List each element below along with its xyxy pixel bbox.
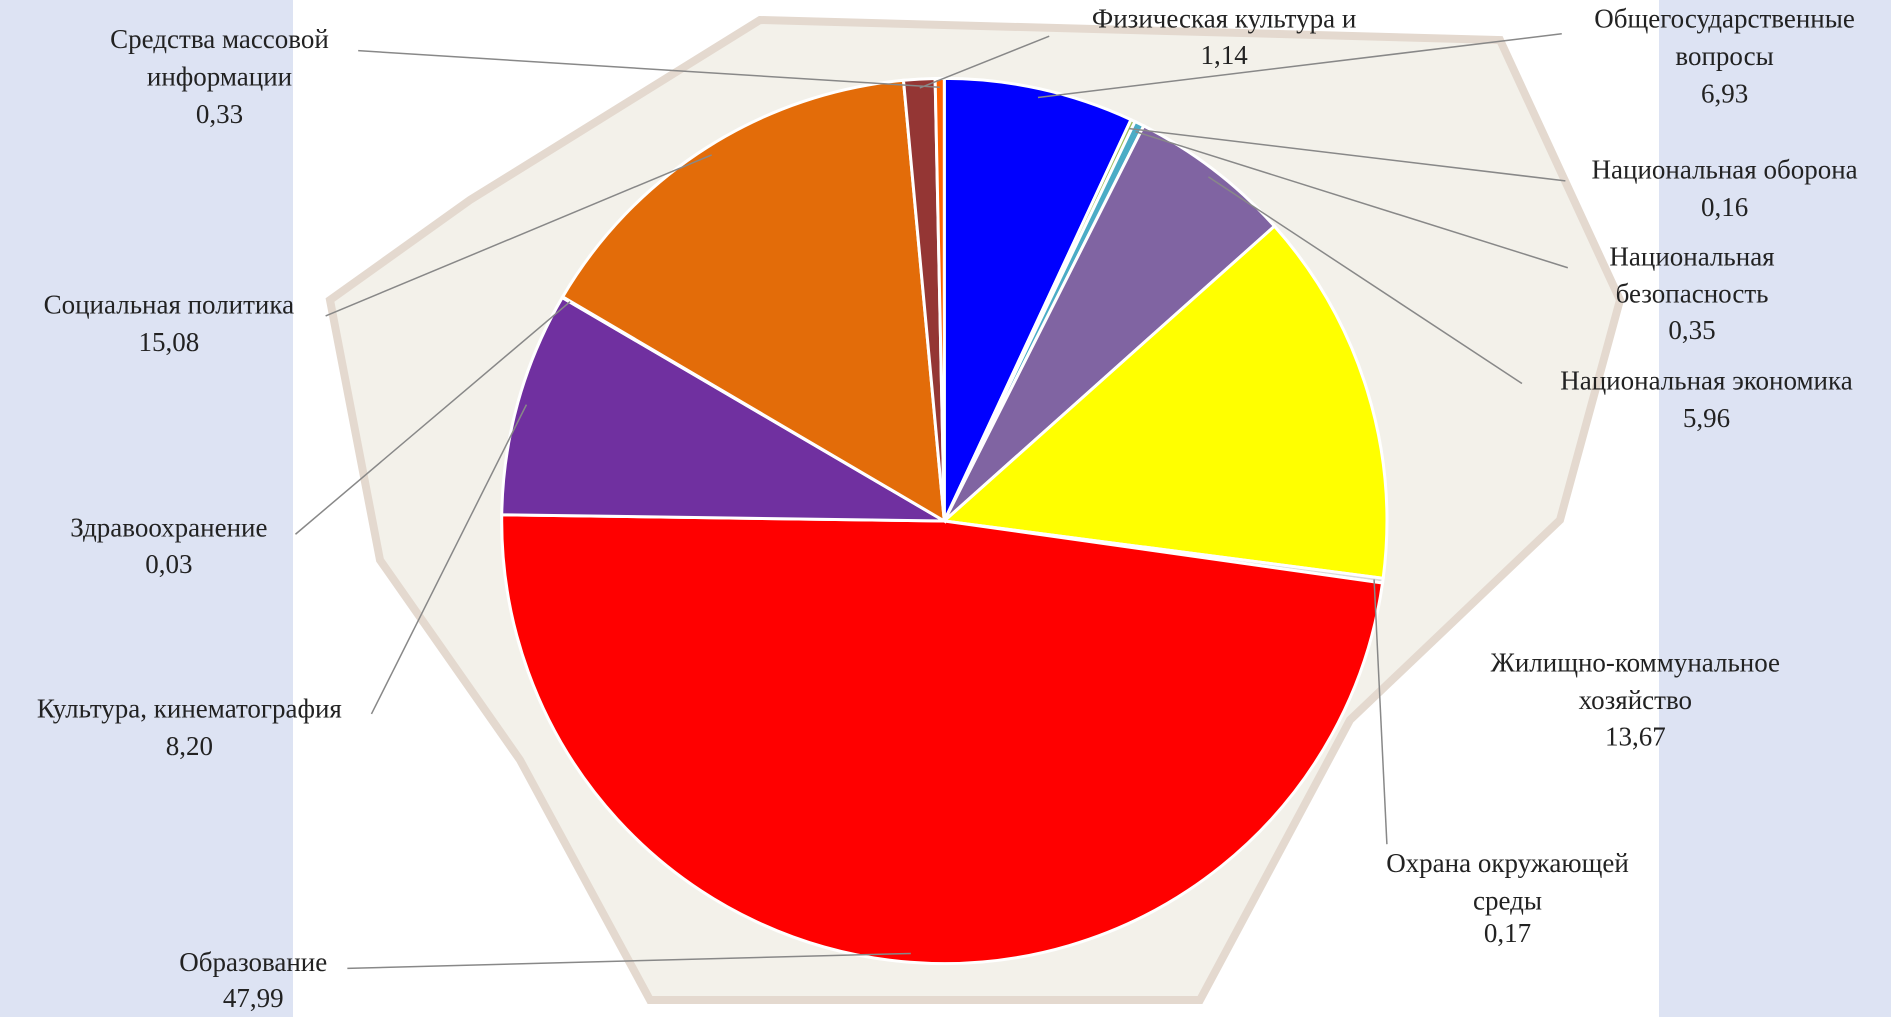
value-label: 0,17 [1484,918,1531,948]
value-label: 15,08 [138,327,199,357]
value-label: 5,96 [1683,403,1730,433]
category-label: Здравоохранение [70,513,267,543]
leader-line [358,49,940,89]
category-label: Физическая культура и [1092,4,1356,34]
category-label: Охрана окружающей среды [1386,848,1629,915]
pie-slice [560,78,947,524]
category-label: Образование [179,947,327,977]
value-label: 6,93 [1701,79,1748,109]
leader-line [325,154,712,317]
category-label: Национальная оборона [1592,155,1858,185]
value-label: 0,33 [196,99,243,129]
leader-line [1207,176,1523,385]
category-label: Жилищно-коммунальное хозяйство [1491,648,1780,715]
category-label: Средства массовой информации [110,24,329,91]
value-label: 47,99 [223,983,284,1013]
value-label: 13,67 [1605,721,1666,751]
leader-line [294,301,571,535]
leader-line [1135,130,1569,269]
pie-slice [942,123,1277,523]
category-label: Социальная политика [44,290,294,320]
category-label: Культура, кинематография [37,694,342,724]
pie-slice [500,295,950,523]
leader-line [1373,579,1388,845]
leader-line [1037,33,1562,99]
pie-slice [500,513,1385,965]
side-panel-left [0,0,293,1017]
value-label: 0,35 [1668,315,1715,345]
pie-slice [942,76,1133,522]
value-label: 0,03 [145,549,192,579]
leader-line [370,404,528,715]
category-label: Национальная безопасность [1609,241,1774,308]
leader-line [919,35,1050,89]
value-label: 8,20 [166,731,213,761]
value-label: 1,14 [1200,40,1248,70]
side-panel-right [1659,0,1891,1017]
category-label: Национальная экономика [1560,366,1852,396]
pie-slice [940,224,1389,581]
category-label: Общегосударственные вопросы [1594,4,1855,71]
value-label: 0,16 [1701,192,1748,222]
leader-line [1129,127,1566,182]
leader-line [347,952,911,970]
